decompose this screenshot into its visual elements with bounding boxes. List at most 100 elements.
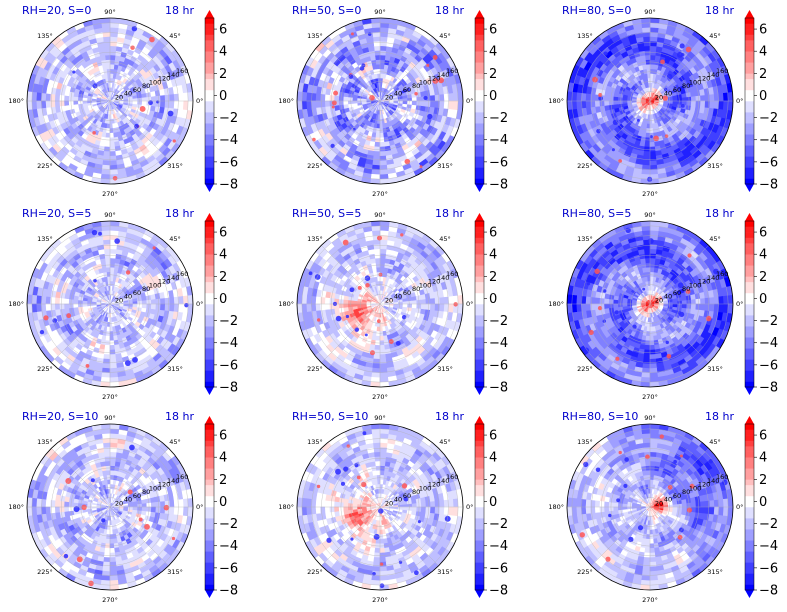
angular-tick-label: 135° xyxy=(307,32,323,40)
radial-tick-label: 100 xyxy=(419,281,431,289)
radial-tick-label: 140 xyxy=(167,477,179,485)
angular-tick-label: 0° xyxy=(196,97,203,105)
colorbar-tick-label: −2 xyxy=(759,314,778,329)
colorbar-extend-top xyxy=(745,416,754,424)
colorbar-tick-label: −2 xyxy=(489,314,508,329)
radial-tick-label: 160 xyxy=(176,473,188,481)
angular-tick-label: 270° xyxy=(642,393,658,401)
polar-grid xyxy=(27,424,193,590)
panel-time: 18 hr xyxy=(705,410,734,423)
radial-tick-label: 60 xyxy=(673,86,681,94)
angular-tick-label: 270° xyxy=(642,596,658,604)
angular-tick-label: 135° xyxy=(577,235,593,243)
colorbar-extend-bottom xyxy=(745,184,754,192)
radial-tick-label: 100 xyxy=(419,78,431,86)
radial-tick-label: 100 xyxy=(419,484,431,492)
polar-frame xyxy=(26,220,194,388)
angular-tick-label: 0° xyxy=(466,300,473,308)
colorbar-tick-label: 4 xyxy=(489,451,497,466)
polar-frame xyxy=(566,17,734,185)
polar-grid xyxy=(27,18,193,184)
radial-tick-label: 60 xyxy=(673,492,681,500)
polar-grid xyxy=(567,424,733,590)
angular-tick-label: 180° xyxy=(278,97,294,105)
angular-tick-label: 225° xyxy=(307,568,323,576)
angular-tick-label: 225° xyxy=(37,365,53,373)
radial-tick-label: 60 xyxy=(403,86,411,94)
colorbar-tick-label: 0 xyxy=(759,495,767,510)
colorbar-tick-label: −8 xyxy=(219,584,238,599)
angular-tick-label: 0° xyxy=(466,97,473,105)
panel-8: 20 40 60 801001201401600°45°90°135°180°225°… xyxy=(278,410,508,604)
colorbar-tick-label: 2 xyxy=(219,270,227,285)
radial-tick-label: 40 xyxy=(664,90,672,98)
colorbar-tick-label: −8 xyxy=(759,584,778,599)
panel-title: RH=50, S=5 xyxy=(292,207,361,220)
radial-tick-label: 120 xyxy=(428,278,440,286)
radial-tick-label: 160 xyxy=(716,473,728,481)
polar-grid xyxy=(297,18,463,184)
colorbar-tick-label: −6 xyxy=(219,561,238,576)
colorbar-tick-label: −6 xyxy=(219,155,238,170)
colorbar: 6 4 2 0 −2 −4 −6 −8 xyxy=(204,416,238,599)
colorbar-tick-label: 0 xyxy=(219,89,227,104)
angular-tick-label: 90° xyxy=(374,8,386,16)
angular-tick-label: 90° xyxy=(374,211,386,219)
angular-tick-label: 180° xyxy=(8,97,24,105)
radial-tick-label: 120 xyxy=(158,278,170,286)
colorbar: 6 4 2 0 −2 −4 −6 −8 xyxy=(744,10,778,193)
panel-title: RH=20, S=5 xyxy=(22,207,91,220)
radial-tick-label: 120 xyxy=(428,481,440,489)
colorbar-tick-label: −6 xyxy=(219,358,238,373)
polar-frame xyxy=(296,17,464,185)
angular-tick-label: 0° xyxy=(736,97,743,105)
polar-frame xyxy=(296,423,464,591)
angular-tick-label: 90° xyxy=(644,414,656,422)
colorbar-extend-top xyxy=(205,213,214,221)
radial-tick-label: 20 xyxy=(115,499,123,507)
colorbar-tick-label: −4 xyxy=(489,133,508,148)
colorbar-tick-label: −6 xyxy=(489,561,508,576)
radial-tick-label: 80 xyxy=(142,285,150,293)
radial-tick-label: 160 xyxy=(446,473,458,481)
angular-tick-label: 180° xyxy=(278,503,294,511)
panel-time: 18 hr xyxy=(165,207,194,220)
colorbar-tick-label: 6 xyxy=(219,226,227,241)
radial-tick-label: 140 xyxy=(437,477,449,485)
radial-tick-label: 60 xyxy=(403,289,411,297)
radial-tick-label: 120 xyxy=(158,481,170,489)
angular-tick-label: 90° xyxy=(104,414,116,422)
radial-tick-label: 60 xyxy=(403,492,411,500)
angular-tick-label: 0° xyxy=(736,300,743,308)
colorbar-tick-label: −8 xyxy=(489,178,508,193)
angular-tick-label: 270° xyxy=(642,190,658,198)
colorbar: 6 4 2 0 −2 −4 −6 −8 xyxy=(204,10,238,193)
angular-tick-label: 90° xyxy=(644,211,656,219)
angular-tick-label: 135° xyxy=(307,235,323,243)
panel-title: RH=80, S=10 xyxy=(562,410,638,423)
colorbar-tick-label: −2 xyxy=(219,314,238,329)
angular-tick-label: 45° xyxy=(709,235,721,243)
colorbar-tick-label: 2 xyxy=(219,473,227,488)
angular-tick-label: 270° xyxy=(102,190,118,198)
radial-tick-label: 40 xyxy=(664,496,672,504)
colorbar-tick-label: −2 xyxy=(219,517,238,532)
angular-tick-label: 45° xyxy=(439,438,451,446)
radial-tick-label: 20 xyxy=(655,296,663,304)
colorbar-extend-bottom xyxy=(745,590,754,598)
angular-tick-label: 225° xyxy=(307,365,323,373)
radial-tick-label: 20 xyxy=(385,296,393,304)
radial-tick-label: 20 xyxy=(115,93,123,101)
colorbar-tick-label: 6 xyxy=(759,23,767,38)
colorbar-tick-label: 0 xyxy=(759,292,767,307)
angular-tick-label: 225° xyxy=(577,162,593,170)
colorbar-tick-label: −4 xyxy=(759,336,778,351)
panel-time: 18 hr xyxy=(165,4,194,17)
colorbar-tick-label: 2 xyxy=(489,270,497,285)
angular-tick-label: 270° xyxy=(102,596,118,604)
radial-tick-label: 20 xyxy=(385,93,393,101)
colorbar-tick-label: −8 xyxy=(489,381,508,396)
colorbar-tick-label: 2 xyxy=(219,67,227,82)
colorbar-tick-label: −4 xyxy=(759,133,778,148)
